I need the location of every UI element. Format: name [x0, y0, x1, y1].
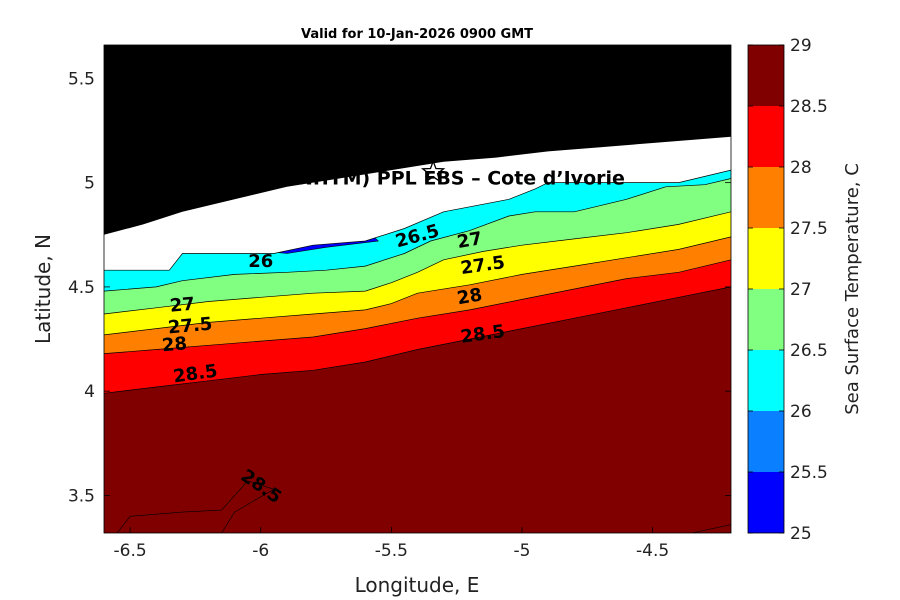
y-axis-label: Latitude, N	[31, 234, 55, 344]
colorbar-tick-label: 25.5	[790, 463, 828, 483]
colorbar-tick-label: 28	[790, 158, 812, 178]
isotherm-28.5	[104, 286, 731, 394]
colorbar-band-26.5	[748, 289, 784, 350]
contour-label: 27	[455, 228, 483, 253]
x-tick-label: -5.5	[375, 541, 408, 561]
colorbar-band-28.5	[748, 45, 784, 106]
x-tick-label: -5	[514, 541, 531, 561]
x-axis: -6.5 -6 -5.5 -5 -4.5	[114, 45, 669, 561]
isotherm-26	[104, 169, 731, 271]
band-above-28.5	[104, 286, 731, 533]
y-tick-label: 4	[84, 382, 95, 402]
land-area	[104, 45, 731, 235]
colorbar-band-25	[748, 472, 784, 533]
colorbar-band-26	[748, 350, 784, 411]
colorbar-tick-label: 27.5	[790, 219, 828, 239]
chart-title: Valid for 10-Jan-2026 0900 GMT	[301, 27, 533, 42]
y-tick-label: 5	[84, 174, 95, 194]
colorbar-label: Sea Surface Temperature, C	[842, 163, 863, 415]
y-tick-label: 5.5	[68, 69, 95, 89]
contour-label: 28	[455, 284, 483, 309]
y-tick-label: 3.5	[68, 486, 95, 506]
colorbar-tick-label: 25	[790, 524, 812, 544]
x-tick-label: -6	[252, 541, 269, 561]
colorbar-tick-label: 29	[790, 36, 812, 56]
warm-pocket-0	[116, 480, 275, 533]
colorbar-band-27	[748, 228, 784, 289]
colorbar-tick-label: 28.5	[790, 97, 828, 117]
contour-label: 28	[161, 333, 188, 356]
plot-area: RA (ONHYM) PPL EBS – Cote d’Ivorie 2626.…	[104, 45, 731, 533]
colorbar-band-27.5	[748, 167, 784, 228]
isotherm-27.5	[104, 236, 731, 336]
colorbar: 25 25.5 26 26.5 27 27.5 28 28.5 29	[747, 36, 828, 544]
y-tick-label: 4.5	[68, 278, 95, 298]
colorbar-band-28	[748, 106, 784, 167]
contour-label: 27	[169, 294, 196, 317]
isotherm-lines	[104, 169, 731, 394]
warm-pocket-1	[691, 524, 731, 533]
x-tick-label: -4.5	[636, 541, 669, 561]
x-tick-label: -6.5	[114, 541, 147, 561]
contour-label: 26	[248, 251, 273, 272]
colorbar-band-25.5	[748, 411, 784, 472]
colorbar-tick-label: 26	[790, 402, 812, 422]
x-axis-label: Longitude, E	[355, 573, 480, 597]
star-marker	[420, 159, 446, 183]
isotherm-26.5	[104, 178, 731, 292]
colorbar-tick-label: 27	[790, 280, 812, 300]
colorbar-tick-label: 26.5	[790, 341, 828, 361]
isotherm-28	[104, 259, 731, 354]
isotherm-27	[104, 211, 731, 315]
contour-label: 27.5	[167, 314, 213, 339]
plot-frame	[103, 44, 732, 534]
y-axis: 3.5 4 4.5 5 5.5	[68, 69, 731, 506]
